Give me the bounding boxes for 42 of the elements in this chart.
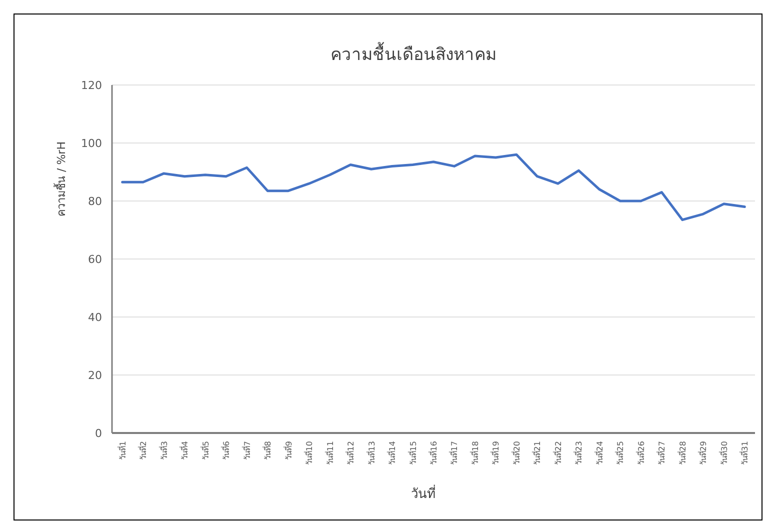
- x-tick-label: วันที่5: [199, 441, 210, 460]
- x-tick-label: วันที่4: [178, 441, 190, 460]
- x-tick-label: วันที่24: [593, 441, 604, 466]
- x-tick-label: วันที่26: [634, 441, 646, 466]
- x-tick-label: วันที่17: [448, 441, 460, 466]
- x-tick-label: วันที่9: [282, 441, 294, 460]
- x-axis-title: วันที่: [411, 485, 436, 502]
- x-tick-label: วันที่8: [262, 441, 273, 460]
- y-tick-label: 20: [88, 369, 102, 382]
- y-tick-label: 0: [95, 427, 102, 440]
- x-tick-label: วันที่27: [656, 441, 667, 466]
- chart-title: ความชื้นเดือนสิงหาคม: [330, 42, 496, 65]
- x-tick-label: วันที่1: [116, 441, 128, 460]
- x-tick-label: วันที่13: [365, 441, 376, 466]
- x-tick-label: วันที่30: [718, 441, 729, 466]
- y-tick-label: 40: [88, 311, 102, 324]
- x-tick-label: วันที่29: [697, 441, 708, 466]
- x-tick-label: วันที่20: [510, 441, 522, 466]
- x-tick-label: วันที่2: [137, 441, 148, 460]
- x-tick-label: วันที่21: [531, 441, 542, 466]
- y-tick-label: 120: [81, 79, 102, 92]
- y-tick-label: 100: [81, 137, 102, 150]
- x-tick-label: วันที่6: [220, 441, 232, 460]
- x-tick-label: วันที่25: [614, 441, 626, 466]
- x-tick-label: วันที่28: [676, 441, 688, 466]
- x-tick-label: วันที่19: [490, 441, 501, 466]
- x-tick-label: วันที่31: [738, 441, 750, 466]
- x-tick-label: วันที่10: [303, 441, 314, 466]
- x-tick-label: วันที่23: [572, 441, 584, 466]
- x-tick-label: วันที่3: [158, 441, 169, 460]
- line-series: [121, 153, 746, 222]
- x-tick-label: วันที่12: [344, 441, 356, 466]
- y-tick-label: 60: [88, 253, 102, 266]
- x-tick-label: วันที่16: [428, 441, 438, 466]
- x-tick-label: วันที่15: [406, 441, 418, 466]
- y-axis-title: ความชื้น / %rH: [53, 142, 68, 216]
- y-tick-label: 80: [88, 195, 102, 208]
- x-tick-label: วันที่14: [386, 441, 398, 466]
- x-tick-label: วันที่7: [240, 441, 252, 460]
- x-tick-label: วันที่18: [468, 441, 480, 466]
- x-tick-label: วันที่22: [552, 441, 563, 466]
- x-tick-label: วันที่11: [324, 441, 335, 466]
